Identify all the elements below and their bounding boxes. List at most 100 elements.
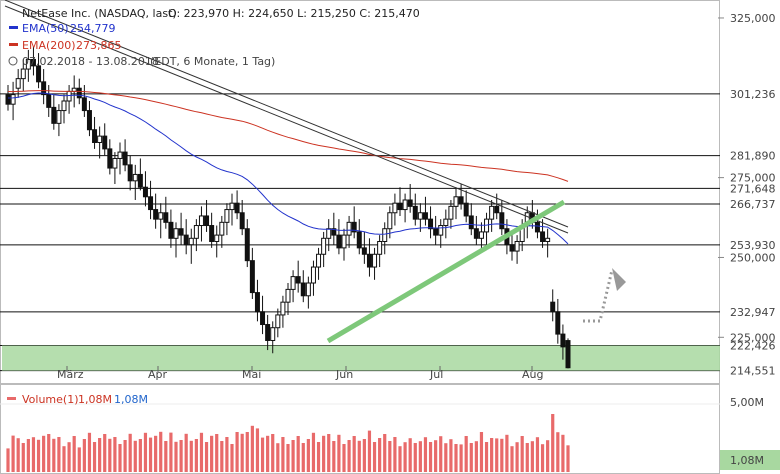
volume-bar-43 (225, 437, 229, 472)
ema200-legend-swatch (9, 43, 18, 46)
volume-bar-30 (159, 431, 163, 472)
candle-body-62 (321, 237, 327, 255)
volume-bar-78 (403, 442, 407, 472)
candle-body-79 (407, 199, 413, 207)
volume-legend-swatch (7, 397, 16, 400)
volume-bar-35 (184, 433, 188, 472)
candle-body-104 (534, 221, 540, 233)
volume-bar-91 (469, 443, 473, 472)
candle-body-77 (397, 202, 403, 211)
candle-body-46 (239, 212, 245, 230)
volume-bar-82 (423, 437, 428, 472)
volume-bar-9 (52, 438, 56, 472)
volume-bar-22 (118, 444, 122, 472)
candle-body-107 (550, 301, 556, 313)
candle-body-22 (117, 151, 123, 159)
volume-legend-value: 1,08M (78, 393, 112, 406)
volume-bar-65 (337, 434, 341, 472)
candle-body-24 (127, 164, 133, 182)
volume-bar-55 (286, 444, 290, 472)
candle-body-50 (260, 311, 266, 326)
candle-body-87 (448, 205, 454, 220)
candle-body-49 (254, 292, 260, 313)
volume-bar-42 (220, 441, 224, 472)
volume-bar-11 (62, 446, 66, 472)
level-label-4: 253,930 (730, 239, 776, 252)
volume-bar-14 (77, 447, 81, 472)
candle-body-100 (514, 240, 520, 252)
x-tick-label-3: Jun (335, 368, 353, 381)
y-tick-label-2: 250,000 (730, 251, 776, 264)
candle-body-2 (15, 78, 21, 89)
candle-body-1 (10, 94, 16, 105)
x-tick-label-0: März (57, 368, 84, 381)
volume-bar-107 (551, 414, 555, 472)
volume-bar-4 (26, 439, 30, 472)
volume-bar-7 (42, 435, 46, 472)
candle-body-51 (265, 324, 271, 341)
candle-body-16 (86, 110, 92, 131)
candle-body-96 (494, 205, 500, 214)
candle-body-91 (468, 215, 474, 230)
volume-bar-70 (362, 439, 366, 472)
candle-body-36 (188, 237, 194, 246)
candle-body-19 (102, 135, 108, 150)
ema50-legend-value: 254,779 (70, 22, 116, 35)
volume-bar-72 (372, 442, 377, 472)
volume-bar-17 (92, 442, 97, 472)
volume-bar-10 (57, 437, 61, 472)
level-label-7: 214,551 (730, 365, 776, 378)
candle-body-27 (142, 186, 148, 198)
volume-bar-105 (540, 444, 545, 472)
candle-body-58 (300, 282, 306, 297)
volume-bar-101 (520, 436, 524, 472)
candle-body-67 (346, 221, 352, 236)
volume-bar-27 (143, 432, 148, 472)
level-label-1: 281,890 (730, 150, 776, 163)
volume-bar-16 (87, 432, 92, 472)
volume-bar-24 (128, 433, 132, 472)
level-label-2: 271,648 (730, 182, 776, 195)
x-tick-label-5: Aug (522, 368, 543, 381)
volume-bar-54 (281, 437, 285, 472)
candle-body-83 (428, 218, 434, 230)
volume-bar-95 (490, 438, 494, 472)
volume-bar-77 (398, 446, 402, 472)
candle-body-61 (316, 253, 322, 268)
candle-body-72 (372, 253, 378, 268)
volume-bar-0 (6, 448, 10, 472)
candle-body-84 (433, 228, 439, 236)
candle-body-7 (41, 81, 47, 96)
candle-body-12 (66, 90, 72, 102)
candle-body-56 (290, 276, 296, 290)
volume-bar-37 (194, 439, 198, 472)
candlestick-series (5, 46, 571, 369)
header-period-detail: (EDT, 6 Monate, 1 Tag) (150, 55, 275, 68)
header-period: 07.02.2018 - 13.08.2018 (22, 55, 159, 68)
volume-series (0, 403, 720, 472)
candle-body-81 (417, 212, 423, 220)
chart-header: NetEase Inc. (NASDAQ, last) O: 223,970 H… (8, 7, 420, 68)
volume-bar-99 (510, 446, 514, 472)
volume-bar-53 (276, 443, 280, 472)
volume-bar-52 (271, 434, 275, 472)
volume-bar-87 (449, 439, 453, 472)
volume-bar-93 (479, 432, 484, 472)
support-zone (2, 345, 720, 371)
volume-bar-86 (444, 443, 448, 472)
candle-body-0 (5, 94, 11, 105)
candle-body-45 (234, 202, 240, 214)
candle-body-20 (107, 148, 113, 169)
candle-body-31 (163, 212, 169, 223)
volume-bar-48 (250, 425, 254, 472)
volume-bar-44 (230, 444, 234, 472)
candle-body-43 (224, 209, 230, 223)
candle-body-95 (489, 205, 495, 220)
volume-last-label: 1,08M (730, 454, 764, 467)
volume-bar-26 (138, 439, 142, 472)
chart-frame (0, 0, 720, 384)
volume-bar-62 (322, 435, 326, 472)
volume-bar-51 (266, 435, 270, 472)
volume-bar-32 (169, 432, 173, 472)
